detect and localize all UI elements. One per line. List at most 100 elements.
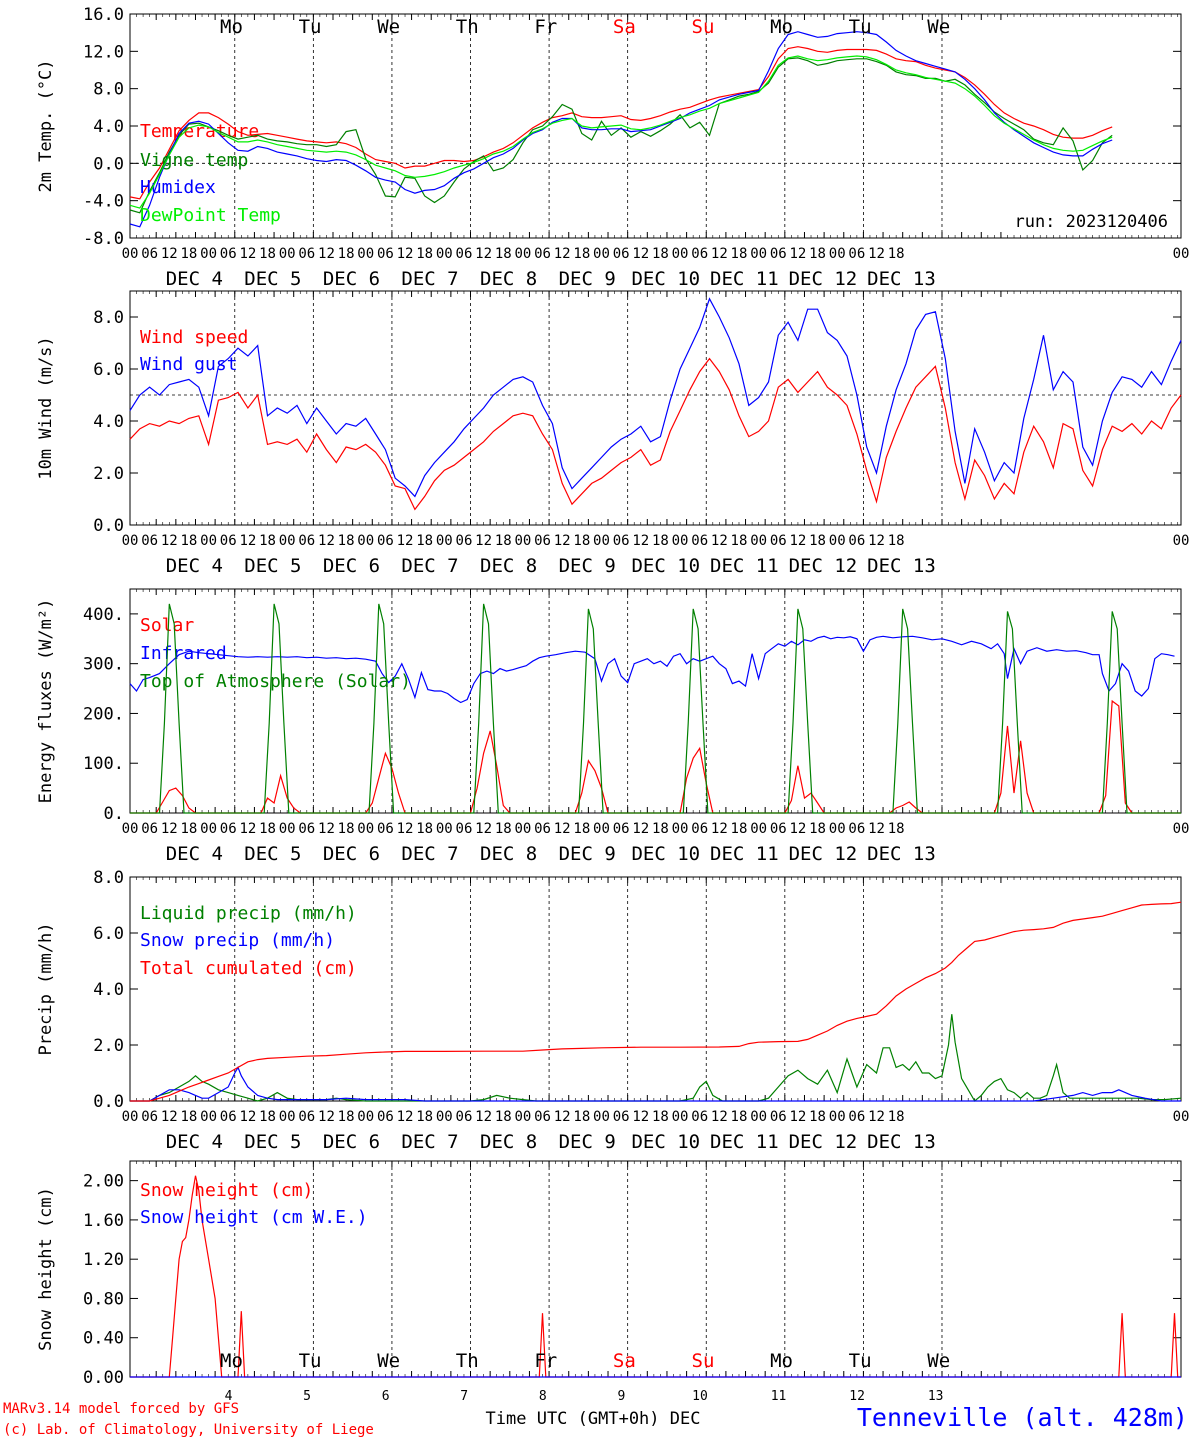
hour-label: 12 <box>868 821 885 837</box>
hour-label: 00 <box>750 246 767 262</box>
hour-label: 00 <box>122 533 139 549</box>
y-tick-label: 4.0 <box>93 117 124 137</box>
hour-label: 12 <box>161 533 178 549</box>
hour-label: 12 <box>397 821 414 837</box>
hour-label: 12 <box>397 1109 414 1125</box>
y-axis-label: Precip (mm/h) <box>36 922 56 1055</box>
time-axis-title: Time UTC (GMT+0h) DEC <box>486 1409 701 1429</box>
date-label: DEC 13 <box>867 268 936 290</box>
hour-label: 18 <box>888 821 905 837</box>
weekday-label: Tu <box>299 1350 322 1372</box>
weekday-label: Su <box>692 16 715 38</box>
hour-label: 18 <box>495 533 512 549</box>
hour-label: 00 <box>279 246 296 262</box>
hour-label: 18 <box>338 246 355 262</box>
hour-label: 00 <box>122 246 139 262</box>
hour-label: 00 <box>1173 1109 1190 1125</box>
hour-label: 18 <box>259 1109 276 1125</box>
hour-label: 06 <box>534 821 551 837</box>
hour-label: 00 <box>1173 533 1190 549</box>
y-tick-label: 4.0 <box>93 412 124 432</box>
weekday-label: Fr <box>534 1350 557 1372</box>
hour-label: 12 <box>475 821 492 837</box>
hour-label: 06 <box>377 1109 394 1125</box>
hour-label: 00 <box>122 821 139 837</box>
hour-label: 00 <box>436 821 453 837</box>
date-label: DEC 8 <box>480 555 537 577</box>
date-label: DEC 6 <box>323 1131 380 1153</box>
hour-label: 18 <box>573 533 590 549</box>
legend-label: Infrared <box>140 643 227 664</box>
hour-label: 18 <box>416 821 433 837</box>
hour-label: 06 <box>848 533 865 549</box>
date-label: DEC 5 <box>244 843 301 865</box>
hour-label: 06 <box>848 821 865 837</box>
date-label: DEC 4 <box>166 1131 223 1153</box>
hour-label: 00 <box>122 1109 139 1125</box>
y-tick-label: 0.0 <box>93 154 124 174</box>
hour-label: 18 <box>573 246 590 262</box>
hour-label: 00 <box>514 821 531 837</box>
y-tick-label: 1.60 <box>83 1211 124 1231</box>
hour-label: 12 <box>554 533 571 549</box>
date-label: DEC 12 <box>789 555 858 577</box>
hour-label: 00 <box>672 533 689 549</box>
legend-label: Snow precip (mm/h) <box>140 930 335 951</box>
hour-label: 12 <box>397 533 414 549</box>
day-number-label: 10 <box>692 1389 708 1404</box>
series-line-2 <box>129 635 1175 704</box>
hour-label: 06 <box>691 246 708 262</box>
y-tick-label: 0.00 <box>83 1368 124 1388</box>
hour-label: 00 <box>279 821 296 837</box>
hour-label: 12 <box>554 246 571 262</box>
y-tick-label: 0.0 <box>93 1092 124 1112</box>
hour-label: 18 <box>809 533 826 549</box>
hour-label: 00 <box>829 533 846 549</box>
day-number-label: 4 <box>225 1389 233 1404</box>
hour-label: 18 <box>495 1109 512 1125</box>
hour-label: 12 <box>554 1109 571 1125</box>
date-label: DEC 9 <box>559 1131 616 1153</box>
hour-label: 06 <box>220 533 237 549</box>
panel-5: 0.00 0.40 0.80 1.20 1.60 2.00 Snow height (cm)… <box>36 1160 1182 1404</box>
hour-label: 12 <box>789 1109 806 1125</box>
y-tick-label: -4.0 <box>83 192 124 212</box>
weekday-label: Tu <box>849 1350 872 1372</box>
y-tick-label: 8.0 <box>93 80 124 100</box>
weekday-label: Tu <box>849 16 872 38</box>
hour-label: 18 <box>888 533 905 549</box>
date-label: DEC 6 <box>323 843 380 865</box>
hour-label: 06 <box>691 533 708 549</box>
date-label: DEC 11 <box>710 268 779 290</box>
hour-label: 06 <box>377 533 394 549</box>
series-line-2 <box>129 57 1113 214</box>
date-label: DEC 4 <box>166 268 223 290</box>
weekday-label: Sa <box>613 16 636 38</box>
legend-label: Total cumulated (cm) <box>140 958 357 979</box>
hour-label: 18 <box>259 533 276 549</box>
hour-label: 12 <box>711 533 728 549</box>
hour-label: 12 <box>239 1109 256 1125</box>
legend-label: Wind gust <box>140 354 238 375</box>
hour-label: 06 <box>770 1109 787 1125</box>
hour-label: 00 <box>1173 821 1190 837</box>
legend-label: Snow height (cm W.E.) <box>140 1207 368 1228</box>
hour-label: 06 <box>534 246 551 262</box>
weekday-label: We <box>377 16 400 38</box>
legend-label: Vigne temp <box>140 150 248 171</box>
y-axis-label: 2m Temp. (°C) <box>36 59 56 192</box>
hour-label: 06 <box>298 821 315 837</box>
legend-label: Liquid precip (mm/h) <box>140 903 357 924</box>
series-line-3 <box>130 901 1182 1102</box>
hour-label: 18 <box>809 246 826 262</box>
hour-label: 00 <box>200 533 217 549</box>
weekday-label: Sa <box>613 1350 636 1372</box>
y-tick-label: 0.40 <box>83 1329 124 1349</box>
day-number-label: 9 <box>617 1389 625 1404</box>
hour-label: 00 <box>672 246 689 262</box>
series-line-4 <box>129 55 1113 209</box>
hour-label: 18 <box>338 533 355 549</box>
hour-label: 00 <box>514 246 531 262</box>
hour-label: 18 <box>573 1109 590 1125</box>
hour-label: 18 <box>181 1109 198 1125</box>
